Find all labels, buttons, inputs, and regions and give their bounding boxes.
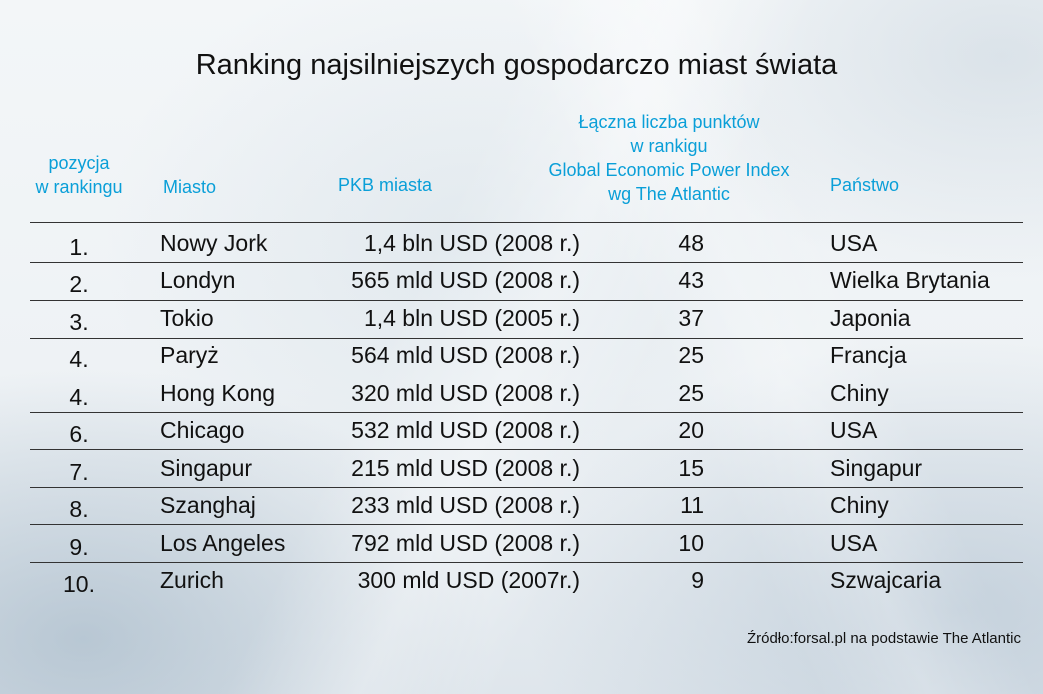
cell-gdp: 565 mld USD (2008 r.): [351, 267, 580, 293]
cell-position: 7.: [69, 459, 89, 485]
table-row: 8. Szanghaj 233 mld USD (2008 r.) 11 Chi…: [0, 492, 1043, 529]
table-rule: [30, 524, 1023, 525]
cell-points: 48: [678, 230, 704, 256]
cell-position: 2.: [69, 271, 89, 297]
cell-country: Wielka Brytania: [830, 267, 990, 293]
cell-country: USA: [830, 230, 878, 256]
header-points-line3: Global Economic Power Index: [548, 160, 790, 180]
table-row: 7. Singapur 215 mld USD (2008 r.) 15 Sin…: [0, 455, 1043, 492]
cell-city: Los Angeles: [160, 530, 286, 556]
header-position-line1: pozycja: [48, 153, 110, 173]
cell-city: Szanghaj: [160, 492, 256, 518]
cell-gdp: 233 mld USD (2008 r.): [351, 492, 580, 518]
cell-gdp: 564 mld USD (2008 r.): [351, 342, 580, 368]
cell-city: Singapur: [160, 455, 253, 481]
table-row: 2. Londyn 565 mld USD (2008 r.) 43 Wielk…: [0, 267, 1043, 304]
cell-city: Tokio: [160, 305, 214, 331]
cell-country: USA: [830, 530, 878, 556]
cell-position: 6.: [69, 421, 89, 447]
table-row: 6. Chicago 532 mld USD (2008 r.) 20 USA: [0, 417, 1043, 454]
cell-points: 20: [678, 417, 704, 443]
cell-city: Londyn: [160, 267, 236, 293]
header-gdp: PKB miasta: [338, 175, 433, 195]
cell-gdp: 532 mld USD (2008 r.): [351, 417, 580, 443]
header-points: Łączna liczba punktów w rankigu Global E…: [526, 110, 812, 206]
cell-position: 8.: [69, 496, 89, 522]
cell-city: Chicago: [160, 417, 245, 443]
cell-country: Japonia: [830, 305, 911, 331]
cell-city: Paryż: [160, 342, 219, 368]
table-rule: [30, 262, 1023, 263]
cell-position: 3.: [69, 309, 89, 335]
cell-country: Singapur: [830, 455, 923, 481]
table-rule: [30, 300, 1023, 301]
cell-points: 10: [678, 530, 704, 556]
cell-gdp: 792 mld USD (2008 r.): [351, 530, 580, 556]
cell-city: Hong Kong: [160, 380, 276, 406]
cell-gdp: 320 mld USD (2008 r.): [351, 380, 580, 406]
cell-points: 9: [691, 567, 704, 593]
table-rule: [30, 487, 1023, 488]
cell-points: 15: [678, 455, 704, 481]
table-row: 4. Hong Kong 320 mld USD (2008 r.) 25 Ch…: [0, 380, 1043, 417]
cell-country: Francja: [830, 342, 907, 368]
table-rule: [30, 412, 1023, 413]
table-rule: [30, 449, 1023, 450]
table-rule: [30, 562, 1023, 563]
cell-gdp: 1,4 bln USD (2008 r.): [363, 230, 580, 256]
table-rule-top: [30, 222, 1023, 223]
cell-country: Szwajcaria: [830, 567, 942, 593]
cell-points: 25: [678, 380, 704, 406]
header-points-line1: Łączna liczba punktów: [578, 112, 760, 132]
cell-position: 10.: [63, 571, 95, 597]
cell-points: 25: [678, 342, 704, 368]
header-country: Państwo: [830, 175, 900, 195]
cell-gdp: 1,4 bln USD (2005 r.): [363, 305, 580, 331]
cell-country: USA: [830, 417, 878, 443]
table-row: 9. Los Angeles 792 mld USD (2008 r.) 10 …: [0, 530, 1043, 567]
cell-gdp: 215 mld USD (2008 r.): [351, 455, 580, 481]
table-row: 1. Nowy Jork 1,4 bln USD (2008 r.) 48 US…: [0, 230, 1043, 267]
cell-points: 43: [678, 267, 704, 293]
table-row: 10. Zurich 300 mld USD (2007r.) 9 Szwajc…: [0, 567, 1043, 604]
cell-country: Chiny: [830, 380, 889, 406]
page-title: Ranking najsilniejszych gospodarczo mias…: [195, 49, 838, 81]
source-note: Źródło:forsal.pl na podstawie The Atlant…: [746, 630, 1021, 647]
table-row: 3. Tokio 1,4 bln USD (2005 r.) 37 Japoni…: [0, 305, 1043, 342]
table-rule: [30, 338, 1023, 339]
cell-city: Nowy Jork: [160, 230, 268, 256]
cell-country: Chiny: [830, 492, 889, 518]
cell-city: Zurich: [160, 567, 224, 593]
cell-points: 11: [680, 492, 704, 518]
cell-position: 4.: [69, 346, 89, 372]
cell-gdp: 300 mld USD (2007r.): [357, 567, 580, 593]
header-points-line2: w rankigu: [630, 136, 708, 156]
header-position: pozycja w rankingu: [20, 151, 138, 199]
table-row: 4. Paryż 564 mld USD (2008 r.) 25 Francj…: [0, 342, 1043, 379]
cell-position: 1.: [69, 234, 89, 260]
cell-position: 9.: [69, 534, 89, 560]
header-points-line4: wg The Atlantic: [608, 184, 730, 204]
header-city: Miasto: [163, 177, 217, 197]
header-position-line2: w rankingu: [35, 177, 123, 197]
cell-points: 37: [678, 305, 704, 331]
cell-position: 4.: [69, 384, 89, 410]
